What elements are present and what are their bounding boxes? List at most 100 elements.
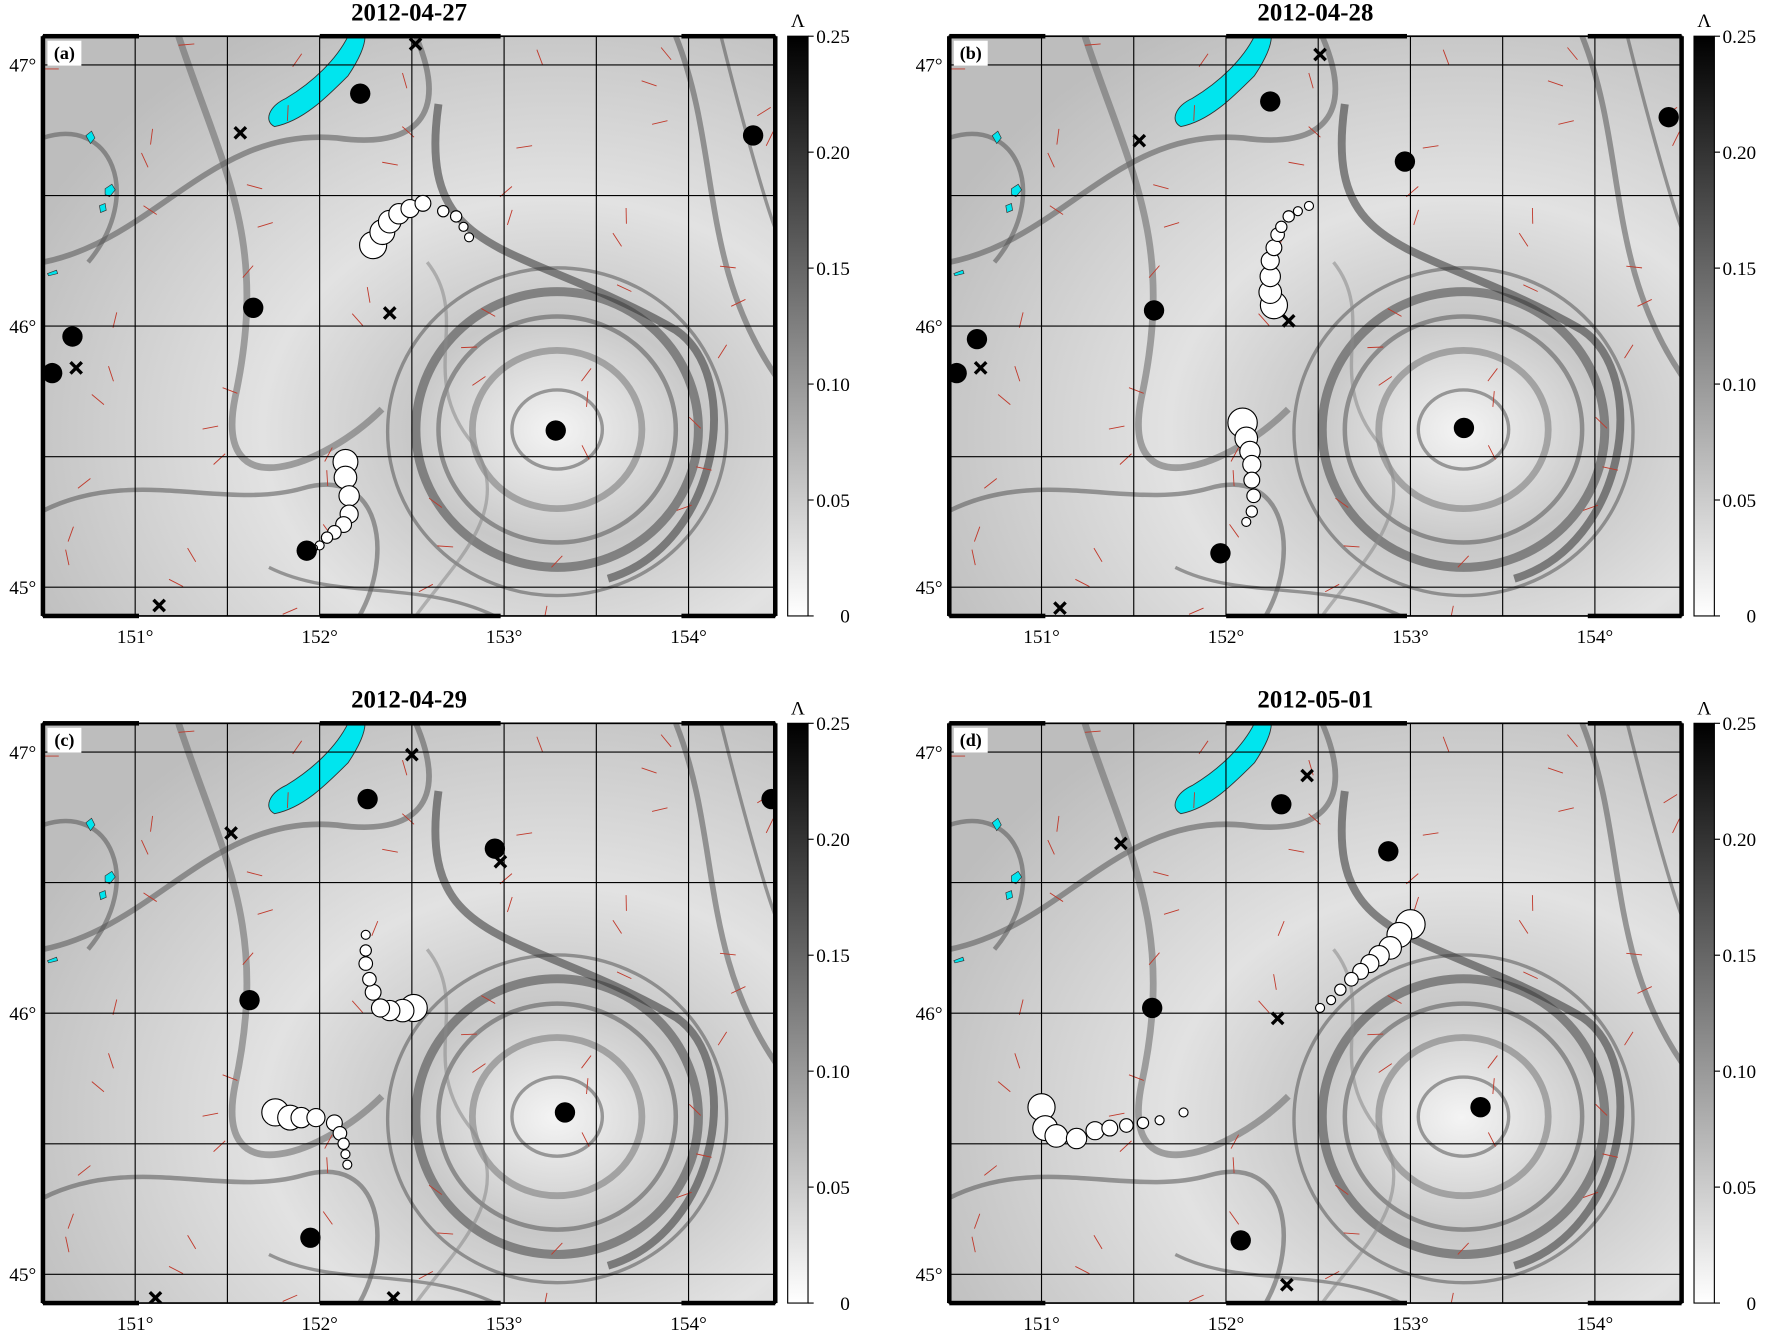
- drifter-position: [1244, 472, 1260, 488]
- map-panel: 2012-04-27(a)151°152°153°154°45°46°47°Λ0…: [9, 0, 850, 648]
- drifter-position: [341, 1150, 350, 1159]
- x-tick-label: 154°: [1577, 627, 1613, 648]
- frame-segment: [773, 36, 778, 616]
- frame-segment: [43, 614, 139, 619]
- colorbar-tick-label: 0.25: [816, 27, 850, 48]
- colorbar-ramp: [788, 723, 808, 1303]
- panel-title: 2012-04-28: [1257, 0, 1373, 26]
- elliptic-point: [297, 540, 317, 560]
- drifter-position: [438, 206, 449, 217]
- colorbar-tick-label: 0.10: [1723, 375, 1757, 396]
- colorbar-label: Λ: [791, 11, 805, 32]
- drifter-position: [1242, 517, 1251, 526]
- frame-segment: [1588, 614, 1682, 619]
- colorbar-tick-label: 0.05: [1723, 491, 1757, 512]
- map-panel: 2012-04-29(c)151°152°153°154°45°46°47°Λ0…: [9, 686, 850, 1335]
- elliptic-point: [1142, 998, 1162, 1018]
- drifter-position: [361, 930, 370, 939]
- y-tick-label: 45°: [916, 1265, 943, 1286]
- frame-segment: [773, 723, 778, 1303]
- y-tick-label: 47°: [916, 743, 943, 764]
- x-tick-label: 152°: [301, 1314, 337, 1335]
- colorbar-tick-label: 0.25: [1723, 714, 1757, 735]
- y-tick-label: 45°: [916, 578, 943, 599]
- drifter-position: [1243, 455, 1261, 473]
- colorbar-tick-label: 0.05: [1723, 1178, 1757, 1199]
- elliptic-point: [1470, 1097, 1490, 1117]
- drifter-position: [334, 466, 357, 489]
- elliptic-point: [485, 838, 505, 858]
- colorbar-tick-label: 0: [840, 1294, 850, 1315]
- x-tick-label: 154°: [1577, 1314, 1613, 1335]
- elliptic-point: [1378, 841, 1398, 861]
- elliptic-point: [1454, 418, 1474, 438]
- frame-segment: [681, 34, 775, 39]
- colorbar-tick-label: 0.20: [816, 830, 850, 851]
- x-tick-label: 151°: [117, 627, 153, 648]
- panel-label: (d): [960, 730, 982, 751]
- frame-segment: [1679, 36, 1684, 616]
- panel-label-box: (c): [47, 728, 81, 753]
- drifter-position: [1276, 221, 1287, 232]
- frame-segment: [681, 614, 775, 619]
- colorbar: Λ00.050.100.150.200.25: [788, 698, 850, 1315]
- colorbar-tick-label: 0.20: [816, 143, 850, 164]
- frame-segment: [43, 1301, 139, 1306]
- drifter-position: [363, 972, 377, 986]
- colorbar-label: Λ: [791, 698, 805, 719]
- y-tick-label: 45°: [9, 578, 36, 599]
- colorbar-tick-label: 0: [1747, 1294, 1757, 1315]
- drifter-position: [1266, 240, 1282, 256]
- frame-segment: [320, 614, 501, 619]
- panel-label-box: (b): [954, 41, 988, 66]
- colorbar-tick-label: 0.20: [1723, 143, 1757, 164]
- drifter-position: [1304, 201, 1313, 210]
- colorbar: Λ00.050.100.150.200.25: [1694, 11, 1756, 628]
- elliptic-point: [1231, 1230, 1251, 1250]
- y-tick-label: 46°: [916, 317, 943, 338]
- y-tick-label: 46°: [9, 1004, 36, 1025]
- x-tick-label: 151°: [1023, 1314, 1059, 1335]
- drifter-position: [343, 1160, 352, 1169]
- elliptic-point: [300, 1228, 320, 1248]
- frame-segment: [320, 1301, 501, 1306]
- frame-segment: [949, 721, 1045, 726]
- drifter-position: [360, 945, 371, 956]
- drifter-position: [365, 984, 381, 1000]
- colorbar: Λ00.050.100.150.200.25: [1694, 698, 1756, 1315]
- x-tick-label: 154°: [670, 627, 706, 648]
- frame-segment: [681, 1301, 775, 1306]
- elliptic-point: [1271, 794, 1291, 814]
- map-area: [43, 723, 782, 1308]
- frame-segment: [41, 36, 46, 616]
- elliptic-point: [555, 1102, 575, 1122]
- colorbar-tick-label: 0.05: [816, 1178, 850, 1199]
- drifter-position: [415, 195, 431, 211]
- colorbar-tick-label: 0.10: [1723, 1062, 1757, 1083]
- y-tick-label: 47°: [9, 56, 36, 77]
- colorbar-tick-label: 0.25: [816, 714, 850, 735]
- y-tick-label: 45°: [9, 1265, 36, 1286]
- colorbar-tick-label: 0.10: [816, 375, 850, 396]
- frame-segment: [1226, 1301, 1407, 1306]
- elliptic-point: [1260, 91, 1280, 111]
- panel-label: (c): [54, 730, 74, 751]
- frame-segment: [43, 34, 139, 39]
- drifter-position: [1179, 1108, 1188, 1117]
- x-tick-label: 153°: [486, 1314, 522, 1335]
- elliptic-point: [743, 125, 763, 145]
- elliptic-point: [1144, 300, 1164, 320]
- frame-segment: [1226, 34, 1407, 39]
- map-area: [949, 723, 1681, 1308]
- frame-segment: [949, 34, 1045, 39]
- frame-segment: [320, 721, 501, 726]
- drifter-position: [1345, 972, 1359, 986]
- drifter-position: [1155, 1116, 1164, 1125]
- panel-label: (b): [960, 43, 982, 64]
- frame-segment: [41, 723, 46, 1303]
- panel-title: 2012-04-27: [351, 0, 467, 26]
- colorbar-label: Λ: [1697, 11, 1711, 32]
- colorbar-tick-label: 0.15: [1723, 946, 1757, 967]
